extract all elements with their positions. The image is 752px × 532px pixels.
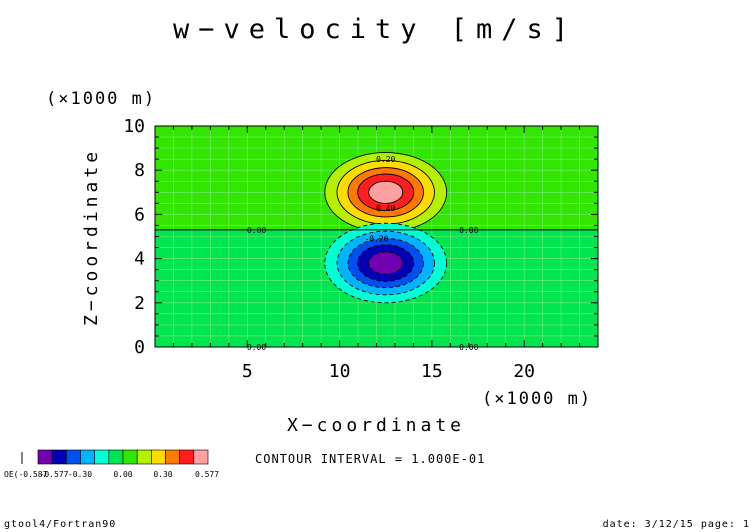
positive-cell-band-4	[368, 180, 404, 204]
x-tick-label: 5	[242, 361, 253, 382]
x-tick-label: 10	[329, 361, 351, 382]
contour-label: 0.00	[459, 226, 478, 235]
colorbar-swatch	[51, 449, 67, 465]
plot-area: 0.200.400.00 0.00-0.200.00 0.00	[154, 125, 599, 352]
colorbar-swatch	[37, 449, 53, 465]
x-tick-label: 20	[513, 361, 535, 382]
colorbar: OE(-0.587-0.577 -0.30 0.00 0.30 0.577	[4, 449, 219, 479]
colorbar-swatch	[80, 449, 95, 465]
colorbar-swatch	[122, 449, 138, 465]
colorbar-tick-label: 0.00	[113, 470, 132, 479]
x-axis-label: X−coordinate	[287, 415, 465, 436]
axes: 5 10 15 20 0 2 4 6 8 10	[123, 116, 599, 382]
footer-left: gtool4/Fortran90	[4, 519, 116, 530]
contour-label: -0.20	[364, 235, 388, 244]
contour-interval-text: CONTOUR INTERVAL = 1.000E-01	[255, 452, 485, 466]
colorbar-left-label: OE(-0.587	[4, 470, 48, 479]
y-tick-label: 6	[134, 204, 145, 225]
x-tick-label: 15	[421, 361, 443, 382]
grid	[154, 125, 599, 348]
y-tick-label: 10	[123, 116, 145, 137]
colorbar-swatch	[193, 449, 209, 465]
contour-label: 0.00	[247, 226, 266, 235]
y-tick-label: 2	[134, 293, 145, 314]
y-tick-label: 4	[134, 249, 145, 270]
contour-label: 0.20	[376, 155, 395, 164]
colorbar-swatch	[179, 449, 195, 465]
colorbar-tick-label: -0.30	[68, 470, 92, 479]
colorbar-tick-label: 0.30	[153, 470, 172, 479]
colorbar-swatch	[136, 449, 152, 465]
y-unit-label: (×1000 m)	[46, 89, 156, 109]
colorbar-swatch	[108, 449, 124, 465]
colorbar-swatch	[151, 449, 166, 465]
colorbar-swatch	[94, 449, 110, 465]
chart-title: w−velocity [m/s]	[173, 14, 577, 45]
colorbar-swatch	[66, 449, 81, 465]
y-tick-label: 8	[134, 160, 145, 181]
y-tick-label: 0	[134, 337, 145, 358]
negative-cell-band-4	[368, 251, 404, 275]
contour-label: 0.40	[376, 204, 395, 213]
y-axis-label: Z−coordinate	[81, 148, 102, 326]
x-unit-label: (×1000 m)	[482, 389, 592, 409]
colorbar-tick-label: 0.577	[195, 470, 219, 479]
colorbar-swatch	[165, 449, 180, 465]
footer-right: date: 3/12/15 page: 1	[603, 519, 750, 530]
colorbar-tick-label: -0.577	[40, 470, 69, 479]
